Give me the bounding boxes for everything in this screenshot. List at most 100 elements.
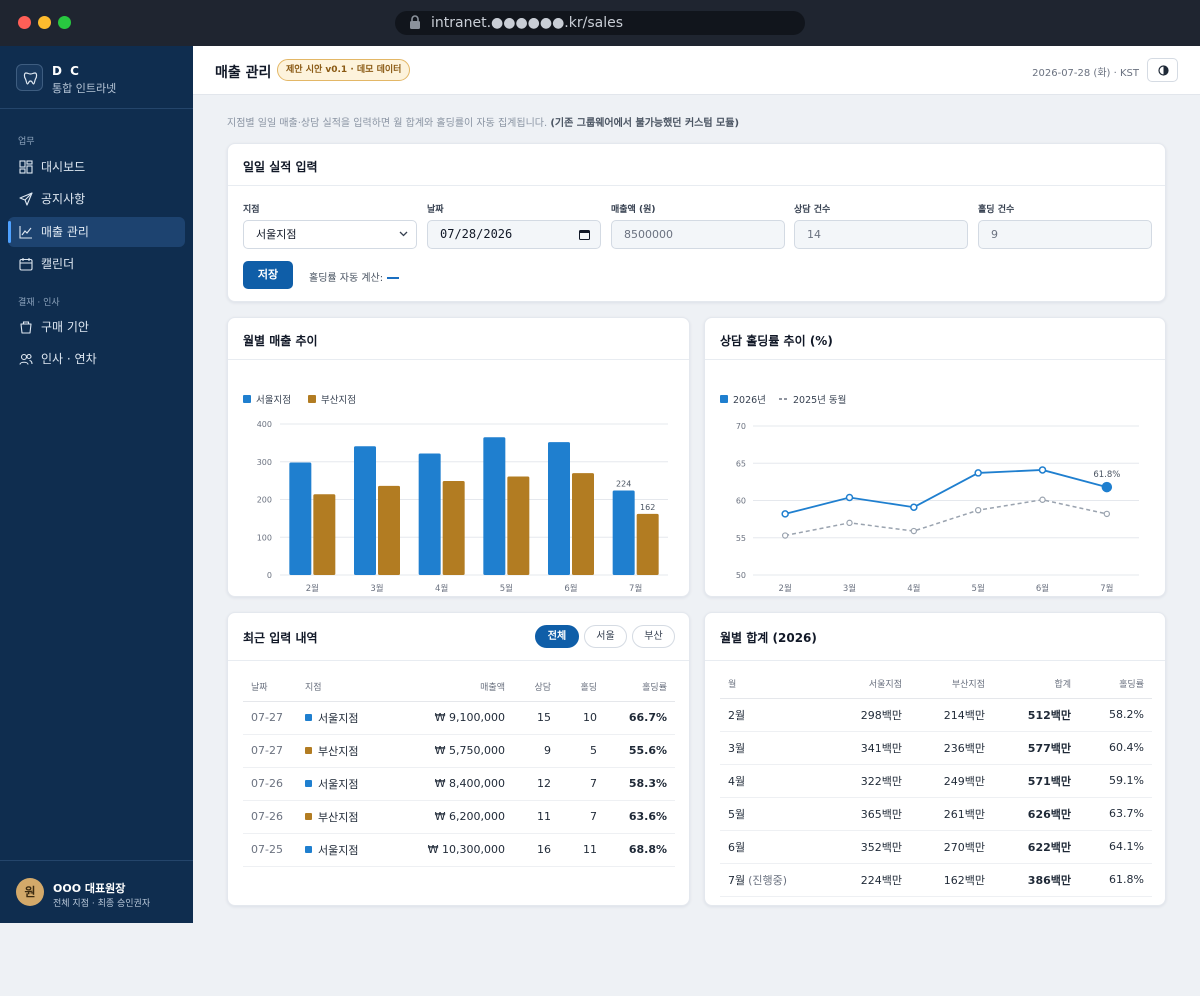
bar-busan: [636, 513, 659, 575]
bar-seoul: [548, 442, 570, 575]
monthly-totals-body: 2월 298백만 214백만 512백만 58.2% 3월 341백만 236백만 577백만 6…: [720, 698, 1152, 897]
sidebar-item-purchase[interactable]: 구매 기안: [8, 312, 185, 342]
card-title: 월별 합계 (2026): [720, 631, 817, 645]
y-tick-label: 60: [736, 497, 746, 506]
recent-entries-card: 최근 입력 내역 전체 서울 부산 날짜 지점 매출액 상담 홀딩 홀딩률 07…: [227, 612, 690, 906]
branch-name: 서울지점: [318, 711, 359, 725]
seoul-cell: 298백만: [810, 698, 902, 732]
column-header-rate: 홀딩률: [1071, 670, 1152, 699]
save-button[interactable]: 저장: [243, 261, 293, 289]
table-row: 7월 (진행중) 224백만 162백만 386백만 61.8%: [720, 863, 1152, 897]
hold-cell: 7: [551, 767, 597, 801]
branch-select[interactable]: 서울지점: [243, 220, 417, 249]
point-2026: [1038, 466, 1047, 474]
minimize-window-button[interactable]: [38, 16, 51, 29]
sidebar-item-sales[interactable]: 매출 관리: [8, 217, 185, 247]
table-row[interactable]: 07-26 서울지점 ₩ 8,400,000 12 7 58.3%: [243, 767, 675, 801]
branch-cell: 부산지점: [305, 800, 405, 834]
rate-cell: 64.1%: [1071, 830, 1152, 864]
bar-seoul: [483, 437, 506, 575]
branch-cell: 서울지점: [305, 701, 405, 735]
legend-label: 2026년: [733, 395, 766, 406]
sidebar-item-label: 캘린더: [41, 257, 75, 271]
table-row[interactable]: 07-26 부산지점 ₩ 6,200,000 11 7 63.6%: [243, 800, 675, 834]
monthly-sales-chart-card: 월별 매출 추이 서울지점 부산지점 0 100 200 300 400 2월 3월 4월 5월 6월…: [227, 317, 690, 597]
bar-busan: [378, 485, 400, 575]
month-label: 4월: [728, 774, 746, 788]
date-input[interactable]: 07/28/2026: [427, 220, 601, 249]
sidebar-item-label: 구매 기안: [41, 320, 89, 334]
card-title: 상담 홀딩률 추이 (%): [720, 334, 833, 348]
y-tick-label: 300: [257, 458, 272, 467]
rate-cell: 68.8%: [597, 833, 675, 867]
calendar-picker-icon[interactable]: [579, 229, 590, 240]
sidebar-section-approval: 결재 · 인사: [18, 298, 60, 308]
column-header-sales: 매출액: [405, 673, 505, 702]
url-text: intranet.●●●●●●.kr/sales: [431, 15, 624, 31]
sales-input[interactable]: 8500000: [611, 220, 785, 249]
y-tick-label: 50: [736, 571, 746, 580]
x-tick-label: 6월: [564, 583, 577, 594]
date-input-value: 07/28/2026: [440, 227, 513, 241]
sidebar-item-dashboard[interactable]: 대시보드: [8, 152, 185, 182]
address-bar[interactable]: intranet.●●●●●●.kr/sales: [395, 11, 805, 35]
contrast-icon: [1158, 65, 1169, 76]
sidebar-item-calendar[interactable]: 캘린더: [8, 249, 185, 279]
consult-count-input[interactable]: 14: [794, 220, 968, 249]
sales-cell: ₩ 5,750,000: [405, 734, 505, 768]
hold-cell: 10: [551, 701, 597, 735]
sidebar-item-notices[interactable]: 공지사항: [8, 184, 185, 214]
hold-count-input[interactable]: 9: [978, 220, 1152, 249]
x-tick-label: 5월: [500, 583, 513, 594]
close-window-button[interactable]: [18, 16, 31, 29]
y-tick-label: 55: [736, 534, 746, 543]
calendar-icon: [19, 258, 33, 271]
point-2026: [1101, 481, 1113, 493]
current-date: 2026-07-28 (화) · KST: [1032, 68, 1139, 79]
branch-color-swatch: [305, 845, 312, 853]
month-label: 6월: [728, 840, 746, 854]
page-title: 매출 관리: [215, 65, 272, 81]
recent-entries-body: 07-27 서울지점 ₩ 9,100,000 15 10 66.7% 07-27 부산지점 ₩ …: [243, 701, 675, 867]
sidebar-item-hr-leave[interactable]: 인사 · 연차: [8, 344, 185, 374]
branch-cell: 서울지점: [305, 767, 405, 801]
maximize-window-button[interactable]: [58, 16, 71, 29]
filter-busan-button[interactable]: 부산: [632, 625, 675, 648]
month-cell: 2월: [720, 698, 810, 732]
main-content: 매출 관리 제안 시안 v0.1 · 데모 데이터 2026-07-28 (화)…: [193, 46, 1200, 923]
consult-cell: 16: [505, 833, 551, 867]
point-2025: [781, 532, 789, 539]
theme-toggle-button[interactable]: [1147, 58, 1178, 82]
consult-input-placeholder: 14: [807, 228, 821, 241]
busan-cell: 236백만: [902, 731, 985, 765]
table-header-row: 날짜 지점 매출액 상담 홀딩 홀딩률: [243, 673, 675, 702]
bar-seoul: [289, 462, 312, 575]
x-tick-label: 3월: [370, 583, 383, 594]
rate-cell: 55.6%: [597, 734, 675, 768]
consult-cell: 12: [505, 767, 551, 801]
legend-swatch: [720, 395, 728, 403]
filter-all-button[interactable]: 전체: [535, 625, 579, 648]
card-title: 최근 입력 내역: [243, 631, 318, 645]
table-row[interactable]: 07-27 서울지점 ₩ 9,100,000 15 10 66.7%: [243, 701, 675, 735]
column-header-busan: 부산지점: [902, 670, 985, 699]
x-tick-label: 5월: [972, 583, 985, 594]
month-label: 7월: [728, 873, 746, 887]
table-row[interactable]: 07-25 서울지점 ₩ 10,300,000 16 11 68.8%: [243, 833, 675, 867]
filter-seoul-button[interactable]: 서울: [584, 625, 627, 648]
point-2025: [1103, 510, 1111, 518]
bar-data-label: 224: [616, 479, 631, 488]
sidebar-item-label: 인사 · 연차: [41, 352, 97, 366]
total-cell: 622백만: [985, 830, 1071, 864]
bar-busan: [313, 494, 336, 575]
date-cell: 07-27: [243, 734, 305, 768]
point-2025: [846, 519, 853, 527]
sales-input-placeholder: 8500000: [624, 228, 673, 241]
calc-label: 홀딩률 자동 계산:: [309, 273, 384, 284]
seoul-cell: 322백만: [810, 764, 902, 798]
monthly-totals-table: 월 서울지점 부산지점 합계 홀딩률 2월 298백만 214백만 512백만 58.2…: [720, 670, 1152, 897]
x-tick-label: 7월: [629, 583, 642, 594]
table-row[interactable]: 07-27 부산지점 ₩ 5,750,000 9 5 55.6%: [243, 734, 675, 768]
legend-label: 서울지점: [256, 394, 291, 406]
